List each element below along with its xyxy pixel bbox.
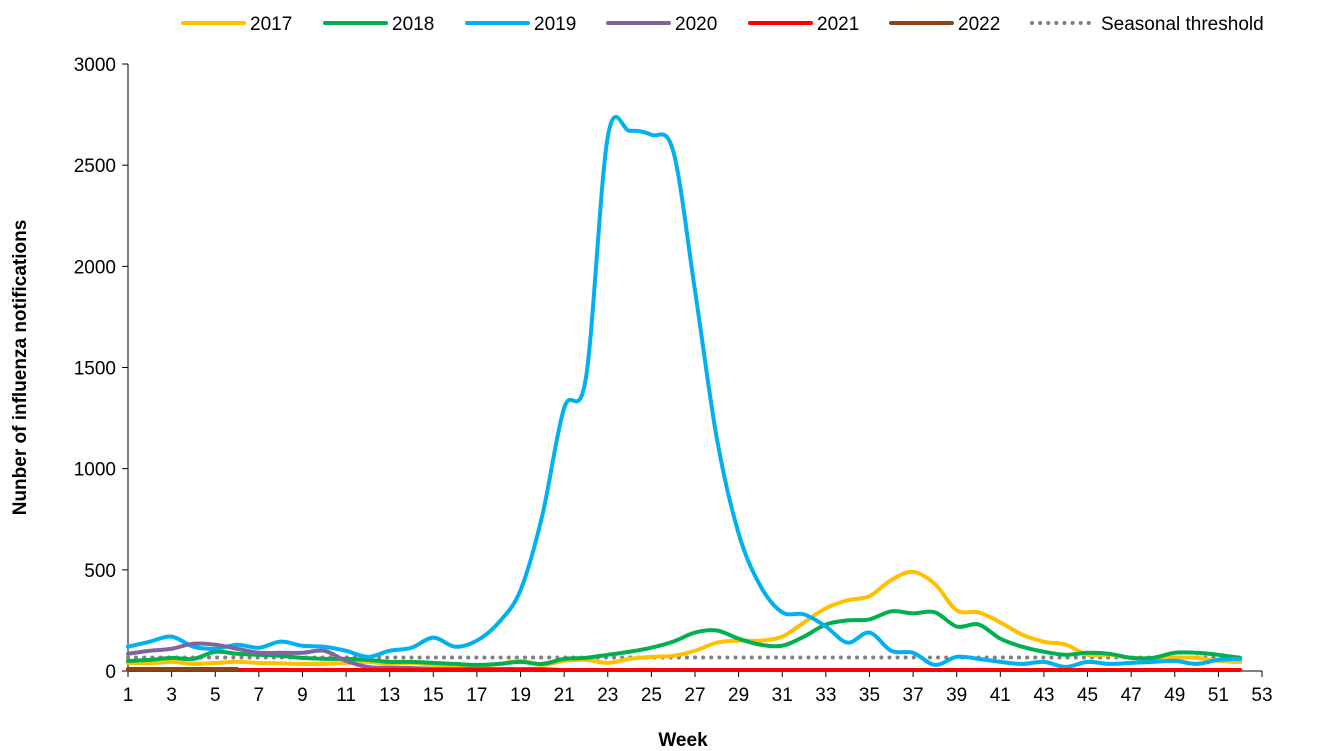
y-tick-label: 3000 bbox=[74, 55, 116, 76]
x-tick-label: 41 bbox=[990, 685, 1011, 706]
x-tick-label: 1 bbox=[123, 685, 134, 706]
x-tick-label: 9 bbox=[297, 685, 308, 706]
x-tick-label: 33 bbox=[815, 685, 836, 706]
x-tick-label: 21 bbox=[554, 685, 575, 706]
x-tick-label: 43 bbox=[1033, 685, 1054, 706]
legend: 2017 2018 2019 2020 2021 2022 Seasonal thresho… bbox=[181, 14, 1264, 35]
y-tick-label: 0 bbox=[105, 662, 116, 683]
x-tick-label: 49 bbox=[1164, 685, 1185, 706]
y-tick-label: 2000 bbox=[74, 257, 116, 278]
series-line-2017 bbox=[126, 569, 1243, 668]
legend-label-2018: 2018 bbox=[392, 14, 434, 35]
x-tick-label: 47 bbox=[1121, 685, 1142, 706]
y-tick-label: 500 bbox=[84, 561, 116, 582]
legend-label-seasonal-threshold: Seasonal threshold bbox=[1101, 14, 1264, 35]
x-tick-label: 27 bbox=[684, 685, 705, 706]
y-tick-label: 2500 bbox=[74, 156, 116, 177]
series-layer bbox=[126, 115, 1243, 673]
y-tick-label: 1000 bbox=[74, 460, 116, 481]
x-axis-title: Week bbox=[658, 730, 708, 751]
x-tick-label: 29 bbox=[728, 685, 749, 706]
y-axis-title: Nunber of influenza notifications bbox=[10, 220, 31, 516]
x-tick-label: 51 bbox=[1208, 685, 1229, 706]
x-tick-label: 45 bbox=[1077, 685, 1098, 706]
x-tick-label: 23 bbox=[597, 685, 618, 706]
x-tick-label: 11 bbox=[336, 685, 356, 706]
x-tick-label: 39 bbox=[946, 685, 967, 706]
x-tick-label: 7 bbox=[254, 685, 265, 706]
x-tick-label: 53 bbox=[1251, 685, 1272, 706]
legend-label-2021: 2021 bbox=[817, 14, 859, 35]
series-line-2019 bbox=[126, 115, 1243, 669]
x-tick-label: 5 bbox=[210, 685, 221, 706]
legend-label-2020: 2020 bbox=[675, 14, 717, 35]
x-tick-label: 17 bbox=[466, 685, 487, 706]
x-axis: 1 3 5 7 9 11 13 15 17 19 21 23 25 27 29 31 33 35 37 39 41 43 4… bbox=[123, 670, 1273, 706]
x-tick-label: 13 bbox=[379, 685, 400, 706]
series-line-2018 bbox=[126, 609, 1243, 667]
legend-label-2017: 2017 bbox=[250, 14, 292, 35]
x-tick-label: 25 bbox=[641, 685, 662, 706]
x-tick-label: 37 bbox=[903, 685, 924, 706]
legend-label-2022: 2022 bbox=[958, 14, 1000, 35]
y-tick-label: 1500 bbox=[74, 359, 116, 380]
x-tick-label: 3 bbox=[166, 685, 177, 706]
x-tick-label: 15 bbox=[423, 685, 444, 706]
x-tick-label: 31 bbox=[772, 685, 793, 706]
x-tick-label: 35 bbox=[859, 685, 880, 706]
y-axis: 0 500 1000 1500 2000 2500 3000 bbox=[74, 55, 129, 683]
x-tick-label: 19 bbox=[510, 685, 531, 706]
legend-label-2019: 2019 bbox=[534, 14, 576, 35]
